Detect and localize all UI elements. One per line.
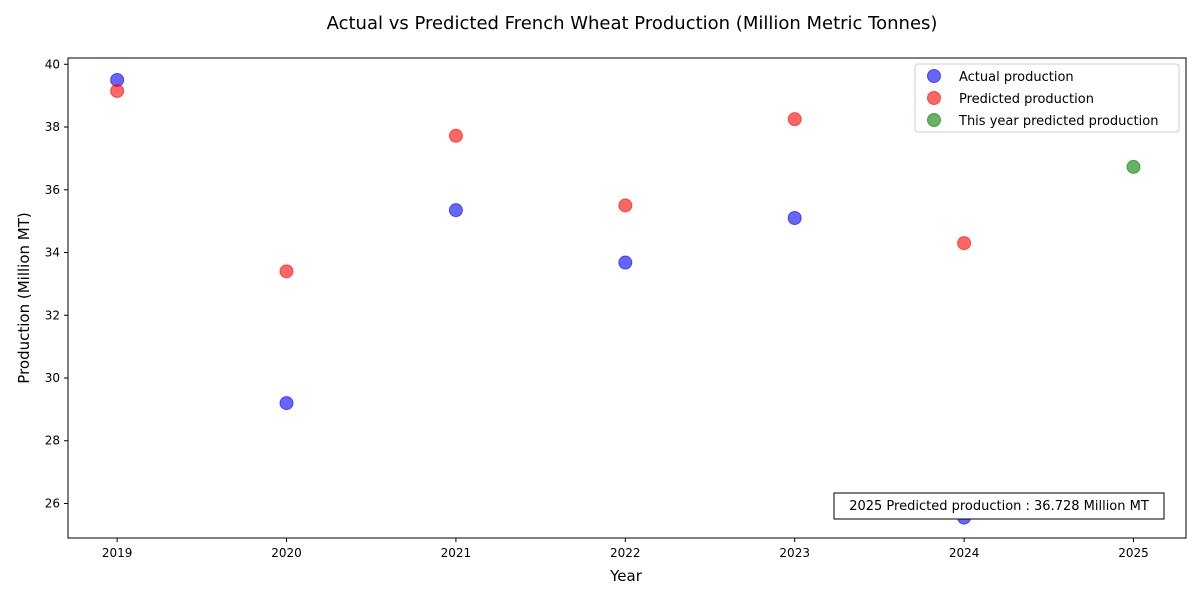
legend-marker: [927, 69, 941, 83]
y-tick-label: 36: [45, 183, 60, 197]
chart-title: Actual vs Predicted French Wheat Product…: [327, 13, 938, 34]
point-predicted-production-2019: [110, 83, 125, 98]
x-tick-label: 2025: [1118, 546, 1149, 560]
axes: 2019 2020 2021 2022 2023 2024 2025 26 28 30 32 34 36…: [45, 57, 1187, 560]
point-predicted-production-2021: [448, 128, 463, 143]
annotation-frame: [833, 492, 1165, 520]
y-tick-label: 34: [45, 246, 60, 260]
point-predicted-production-2023: [787, 112, 802, 127]
x-axis-label: Year: [609, 567, 643, 585]
plot-frame: [67, 57, 1187, 539]
legend-label: This year predicted production: [958, 114, 1158, 129]
legend-label: Predicted production: [959, 92, 1094, 107]
legend-marker: [927, 113, 941, 127]
annotation-box: 2025 Predicted production : 36.728 Milli…: [833, 492, 1165, 520]
point-this-year-predicted-production-2025: [1126, 159, 1141, 174]
annotation-text: 2025 Predicted production : 36.728 Milli…: [849, 499, 1149, 514]
point-actual-production-2022: [618, 255, 633, 270]
point-predicted-production-2022: [618, 198, 633, 213]
point-predicted-production-2020: [279, 264, 294, 279]
legend-marker: [927, 91, 941, 105]
point-actual-production-2021: [448, 203, 463, 218]
x-tick-label: 2019: [102, 546, 133, 560]
y-tick-label: 30: [45, 371, 60, 385]
plot-area: [110, 72, 1141, 525]
legend-label: Actual production: [959, 70, 1074, 85]
legend: Actual production Predicted production Thi…: [914, 63, 1180, 133]
y-tick-label: 40: [45, 57, 60, 71]
point-actual-production-2020: [279, 396, 294, 411]
x-tick-label: 2020: [271, 546, 302, 560]
y-axis-label: Production (Million MT): [15, 212, 33, 383]
x-tick-label: 2024: [949, 546, 980, 560]
x-tick-label: 2023: [779, 546, 810, 560]
point-actual-production-2023: [787, 211, 802, 225]
x-tick-label: 2022: [610, 546, 641, 560]
y-tick-label: 26: [45, 496, 60, 510]
legend-box: [914, 63, 1180, 133]
y-tick-label: 32: [45, 308, 60, 322]
x-tick-label: 2021: [441, 546, 472, 560]
y-tick-label: 28: [45, 434, 60, 448]
point-predicted-production-2024: [957, 236, 972, 251]
y-tick-label: 38: [45, 120, 60, 134]
